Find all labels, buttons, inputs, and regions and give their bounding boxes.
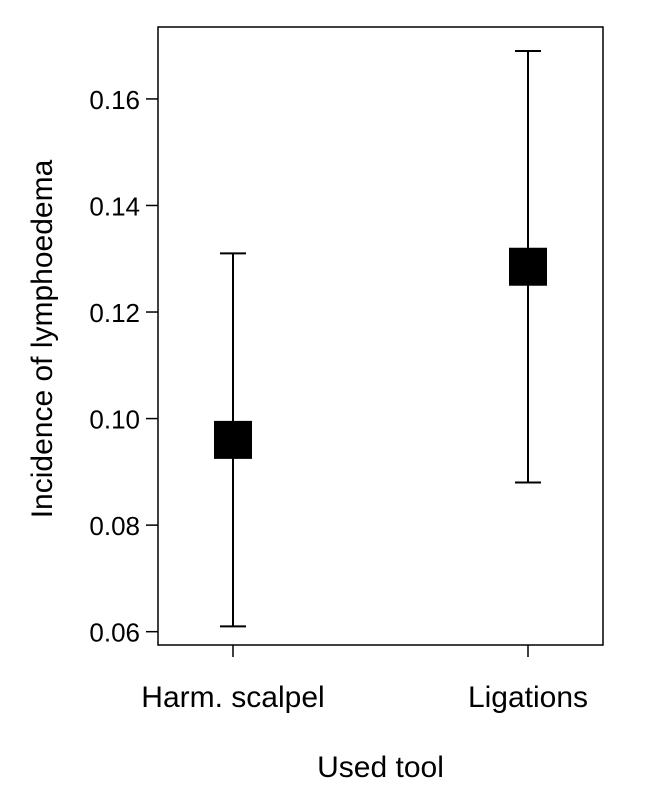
x-tick-label: Ligations [468, 681, 588, 714]
y-tick-label: 0.10 [89, 405, 140, 435]
y-axis-label: Incidence of lymphoedema [26, 159, 59, 518]
data-point-square [509, 247, 547, 286]
y-tick-label: 0.14 [89, 191, 140, 221]
x-axis-label: Used tool [317, 751, 444, 784]
y-tick-label: 0.16 [89, 85, 140, 115]
y-axis: 0.06 0.08 0.10 0.12 0.14 0.16 [89, 85, 158, 648]
y-tick-label: 0.12 [89, 298, 140, 328]
plot-frame [157, 26, 604, 646]
y-tick-label: 0.06 [89, 618, 140, 648]
x-axis: Harm. scalpel Ligations [141, 645, 588, 714]
data-point-square [214, 420, 252, 459]
y-tick-label: 0.08 [89, 511, 140, 541]
x-tick-label: Harm. scalpel [141, 681, 324, 714]
data-marks [214, 49, 547, 628]
